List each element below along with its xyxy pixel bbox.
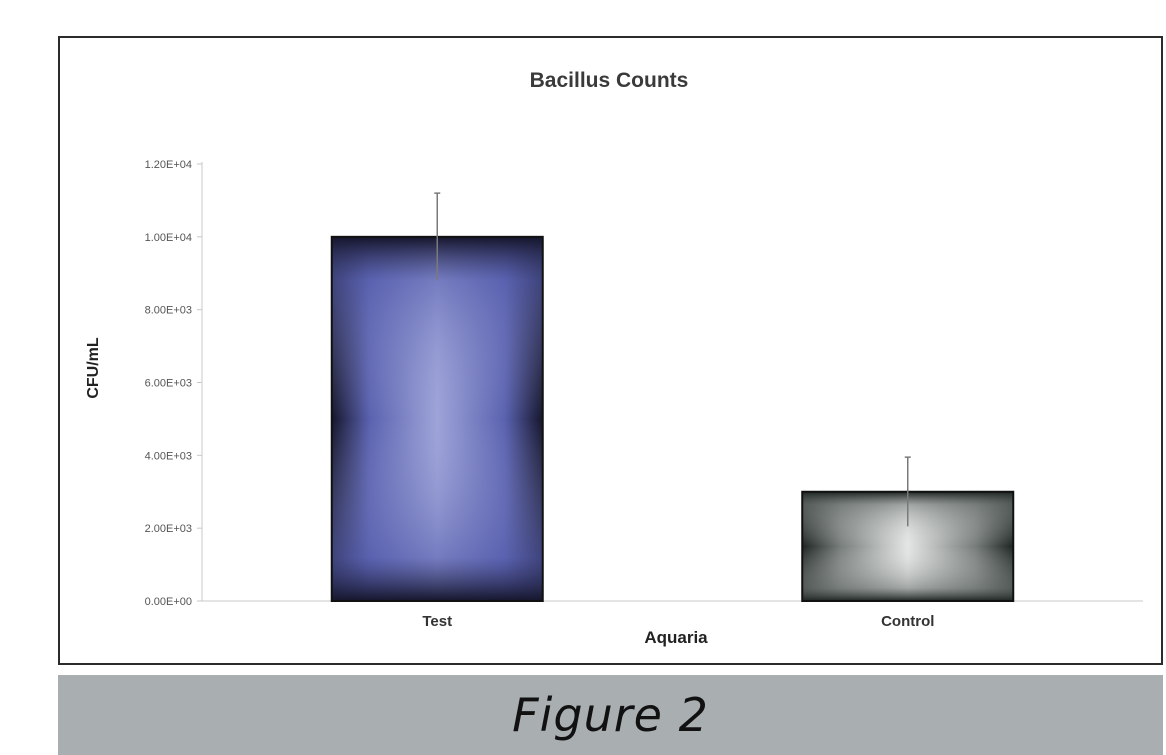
y-tick-label: 1.20E+04 xyxy=(145,159,192,171)
chart-frame: Bacillus Counts CFU/mL Aquaria 0.00E+00 2… xyxy=(58,36,1163,665)
bars xyxy=(330,192,1015,602)
y-axis-label: CFU/mL xyxy=(85,337,102,399)
y-tick-label: 6.00E+03 xyxy=(145,378,192,390)
figure-caption-band: Figure 2 xyxy=(58,675,1163,755)
y-tick-label: 0.00E+00 xyxy=(145,596,192,608)
y-tick-label: 2.00E+03 xyxy=(145,523,192,535)
y-tick-label: 8.00E+03 xyxy=(145,305,192,317)
y-tick-label: 1.00E+04 xyxy=(145,232,192,244)
x-tick-label: Control xyxy=(881,613,934,630)
tick-labels: 0.00E+00 2.00E+03 4.00E+03 6.00E+03 8.00E+03… xyxy=(145,159,935,630)
figure-caption: Figure 2 xyxy=(512,688,709,742)
x-axis-label: Aquaria xyxy=(644,628,708,647)
bar-shade-test xyxy=(331,236,543,602)
y-tick-label: 4.00E+03 xyxy=(145,450,192,462)
chart-title: Bacillus Counts xyxy=(530,69,689,92)
bar-chart: Bacillus Counts CFU/mL Aquaria 0.00E+00 2… xyxy=(85,69,1143,647)
x-tick-label: Test xyxy=(422,613,452,630)
